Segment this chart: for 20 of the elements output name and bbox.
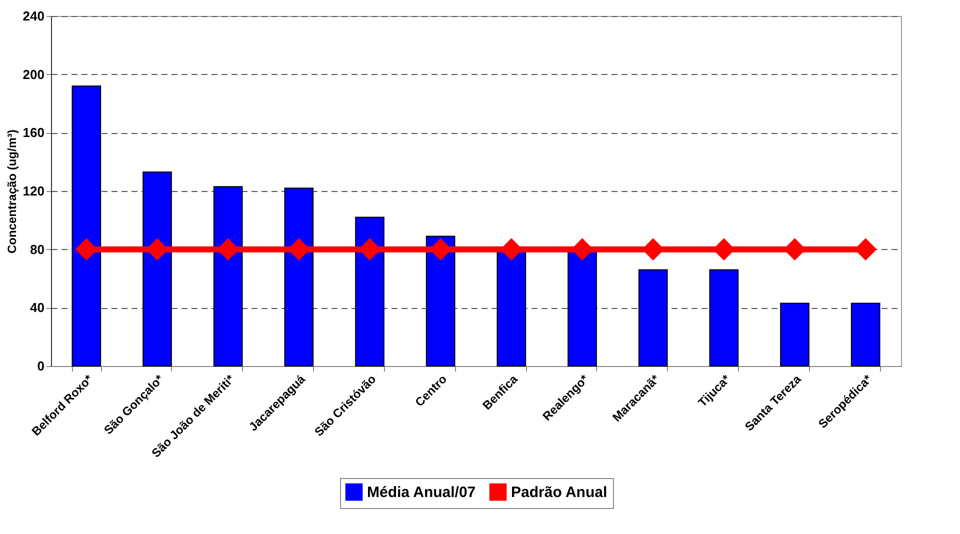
bar	[72, 86, 102, 366]
bar	[638, 269, 668, 366]
legend-label: Média Anual/07	[367, 484, 476, 502]
y-axis-title: Concentração (ug/m³)	[4, 129, 19, 254]
bar	[780, 302, 810, 366]
bar	[850, 302, 880, 366]
y-tick-label: 120	[22, 184, 44, 198]
bar	[426, 236, 456, 366]
legend-label: Padrão Anual	[511, 484, 608, 502]
y-tick-label: 240	[22, 8, 44, 24]
bar	[355, 216, 384, 366]
bar	[709, 269, 739, 366]
y-tick-label: 40	[30, 300, 44, 316]
bar	[142, 172, 172, 366]
y-tick-label: 80	[30, 242, 44, 257]
y-tick-label: 0	[37, 358, 44, 374]
bar	[213, 186, 243, 366]
y-tick-label: 160	[22, 125, 44, 140]
y-tick-label: 200	[22, 66, 44, 82]
bar	[284, 188, 314, 366]
